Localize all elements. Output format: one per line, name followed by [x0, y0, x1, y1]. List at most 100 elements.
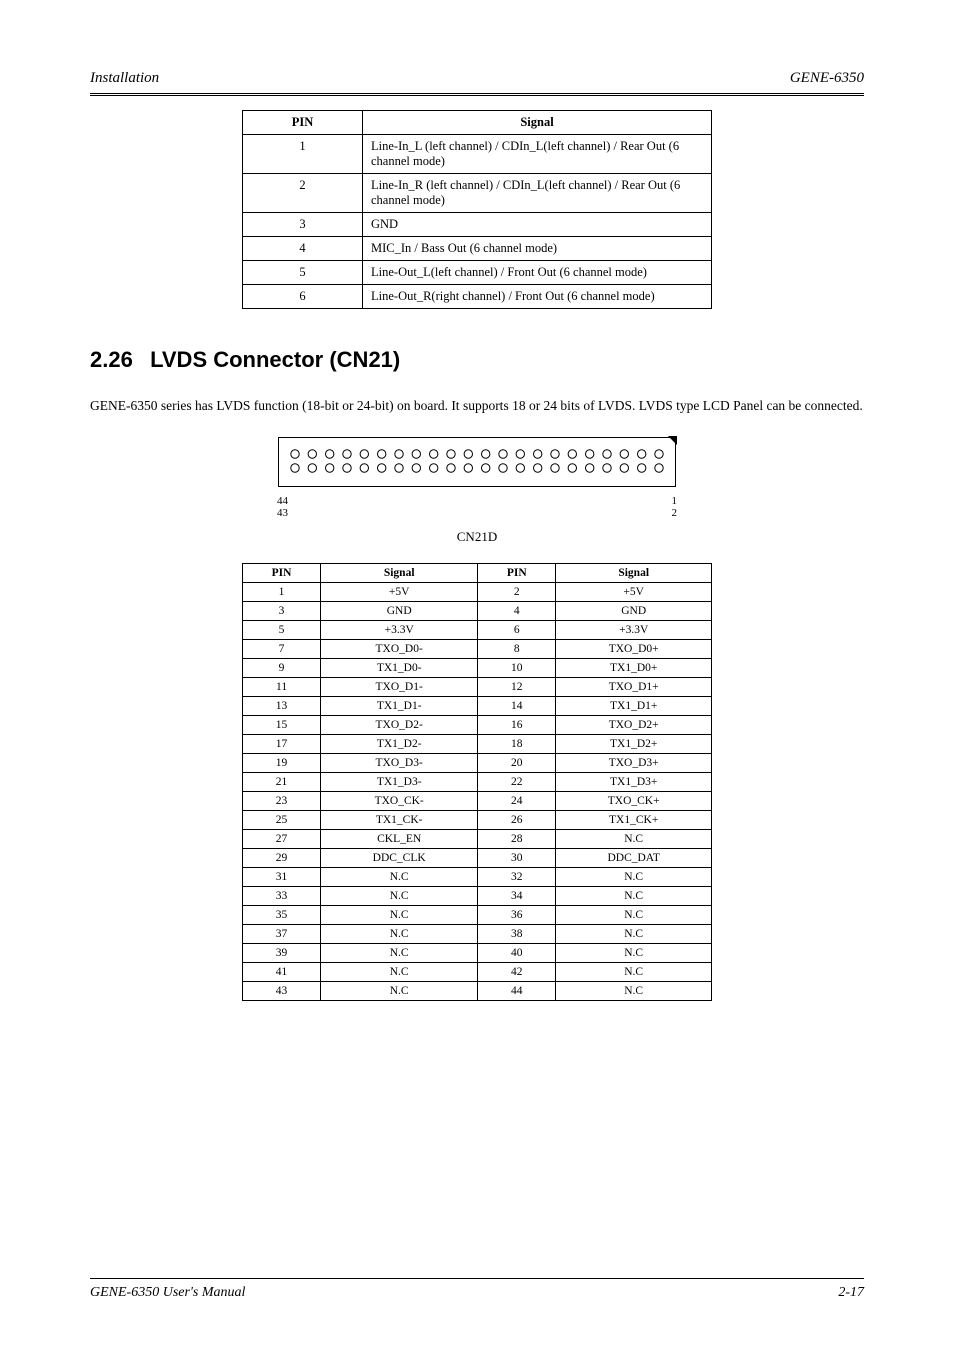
pin-circle [534, 463, 542, 471]
cell-pin: 27 [243, 829, 321, 848]
cell-pin: 31 [243, 867, 321, 886]
header-right: GENE-6350 [790, 70, 864, 87]
pin-circle [412, 463, 420, 471]
cell-pin: 4 [243, 237, 363, 261]
pin-circle [620, 449, 628, 457]
cell-signal: TXO_D2- [321, 715, 478, 734]
cell-pin: 9 [243, 658, 321, 677]
col-pin: PIN [243, 111, 363, 135]
table-row: 17TX1_D2-18TX1_D2+ [243, 734, 712, 753]
cell-signal: GND [321, 601, 478, 620]
table-header-row: PIN Signal [243, 111, 712, 135]
page-header: Installation GENE-6350 [90, 70, 864, 87]
cell-signal: Line-In_R (left channel) / CDIn_L(left c… [363, 174, 712, 213]
cell-pin: 26 [478, 810, 556, 829]
cell-signal: TX1_CK- [321, 810, 478, 829]
pin-circle [395, 449, 403, 457]
connector-pins-svg [287, 444, 667, 478]
header-left: Installation [90, 70, 159, 87]
cell-signal: N.C [556, 981, 712, 1000]
cell-signal: +3.3V [556, 620, 712, 639]
table-row: 6Line-Out_R(right channel) / Front Out (… [243, 285, 712, 309]
cell-pin: 6 [243, 285, 363, 309]
cell-pin: 5 [243, 261, 363, 285]
cell-signal: +5V [556, 582, 712, 601]
cell-signal: TXO_D0+ [556, 639, 712, 658]
table-row: 1Line-In_L (left channel) / CDIn_L(left … [243, 135, 712, 174]
table-header-row: PIN Signal PIN Signal [243, 563, 712, 582]
pin-circle [586, 463, 594, 471]
cell-pin: 36 [478, 905, 556, 924]
cell-signal: N.C [556, 943, 712, 962]
table-row: 25TX1_CK-26TX1_CK+ [243, 810, 712, 829]
cell-pin: 43 [243, 981, 321, 1000]
cell-pin: 28 [478, 829, 556, 848]
pin-circle [655, 449, 663, 457]
pin-circle [326, 463, 334, 471]
pin-circle [603, 449, 611, 457]
section-heading: 2.26 LVDS Connector (CN21) [90, 347, 864, 373]
table-row: 29DDC_CLK30DDC_DAT [243, 848, 712, 867]
pin-circle [638, 449, 646, 457]
table-row: 31N.C32N.C [243, 867, 712, 886]
cell-signal: N.C [556, 829, 712, 848]
cell-signal: +5V [321, 582, 478, 601]
cell-pin: 29 [243, 848, 321, 867]
cell-pin: 22 [478, 772, 556, 791]
table-row: 19TXO_D3-20TXO_D3+ [243, 753, 712, 772]
cell-signal: Line-Out_L(left channel) / Front Out (6 … [363, 261, 712, 285]
cell-signal: TXO_D3+ [556, 753, 712, 772]
pin-circle [447, 449, 455, 457]
cell-signal: N.C [556, 924, 712, 943]
cell-pin: 1 [243, 135, 363, 174]
col-signal-b: Signal [556, 563, 712, 582]
table-row: 7TXO_D0-8TXO_D0+ [243, 639, 712, 658]
cell-pin: 38 [478, 924, 556, 943]
table-row: 21TX1_D3-22TX1_D3+ [243, 772, 712, 791]
footer-right: 2-17 [838, 1285, 864, 1301]
cell-signal: GND [363, 213, 712, 237]
lvds-pinout-table-wrap: PIN Signal PIN Signal 1+5V2+5V3GND4GND5+… [90, 563, 864, 1001]
table-row: 2Line-In_R (left channel) / CDIn_L(left … [243, 174, 712, 213]
pin-circle [430, 463, 438, 471]
footer-rule [90, 1278, 864, 1279]
cell-pin: 18 [478, 734, 556, 753]
table-row: 41N.C42N.C [243, 962, 712, 981]
cell-signal: TXO_D0- [321, 639, 478, 658]
cell-signal: N.C [321, 924, 478, 943]
pin-circle [360, 463, 368, 471]
cell-pin: 23 [243, 791, 321, 810]
cell-signal: TX1_D2- [321, 734, 478, 753]
pin-circle [534, 449, 542, 457]
cell-signal: MIC_In / Bass Out (6 channel mode) [363, 237, 712, 261]
cell-pin: 17 [243, 734, 321, 753]
table-row: 9TX1_D0-10TX1_D0+ [243, 658, 712, 677]
cell-signal: TXO_D3- [321, 753, 478, 772]
table-row: 11TXO_D1-12TXO_D1+ [243, 677, 712, 696]
cell-signal: Line-In_L (left channel) / CDIn_L(left c… [363, 135, 712, 174]
cell-pin: 11 [243, 677, 321, 696]
cell-pin: 24 [478, 791, 556, 810]
pin-circle [291, 449, 299, 457]
label-top-left: 44 [277, 495, 288, 507]
table-row: 35N.C36N.C [243, 905, 712, 924]
cell-signal: TX1_D3- [321, 772, 478, 791]
table-row: 37N.C38N.C [243, 924, 712, 943]
cell-pin: 19 [243, 753, 321, 772]
cell-signal: TX1_D1+ [556, 696, 712, 715]
table-row: 15TXO_D2-16TXO_D2+ [243, 715, 712, 734]
audio-pinout-table: PIN Signal 1Line-In_L (left channel) / C… [242, 110, 712, 309]
cell-signal: GND [556, 601, 712, 620]
label-bottom-left: 43 [277, 507, 288, 519]
pin-circle [499, 463, 507, 471]
header-rule [90, 93, 864, 96]
cell-signal: N.C [556, 867, 712, 886]
table-row: 5+3.3V6+3.3V [243, 620, 712, 639]
cell-pin: 33 [243, 886, 321, 905]
table-row: 39N.C40N.C [243, 943, 712, 962]
connector-figure [90, 437, 864, 487]
cell-signal: DDC_DAT [556, 848, 712, 867]
pin-circle [620, 463, 628, 471]
table-row: 33N.C34N.C [243, 886, 712, 905]
pin-circle [551, 449, 559, 457]
